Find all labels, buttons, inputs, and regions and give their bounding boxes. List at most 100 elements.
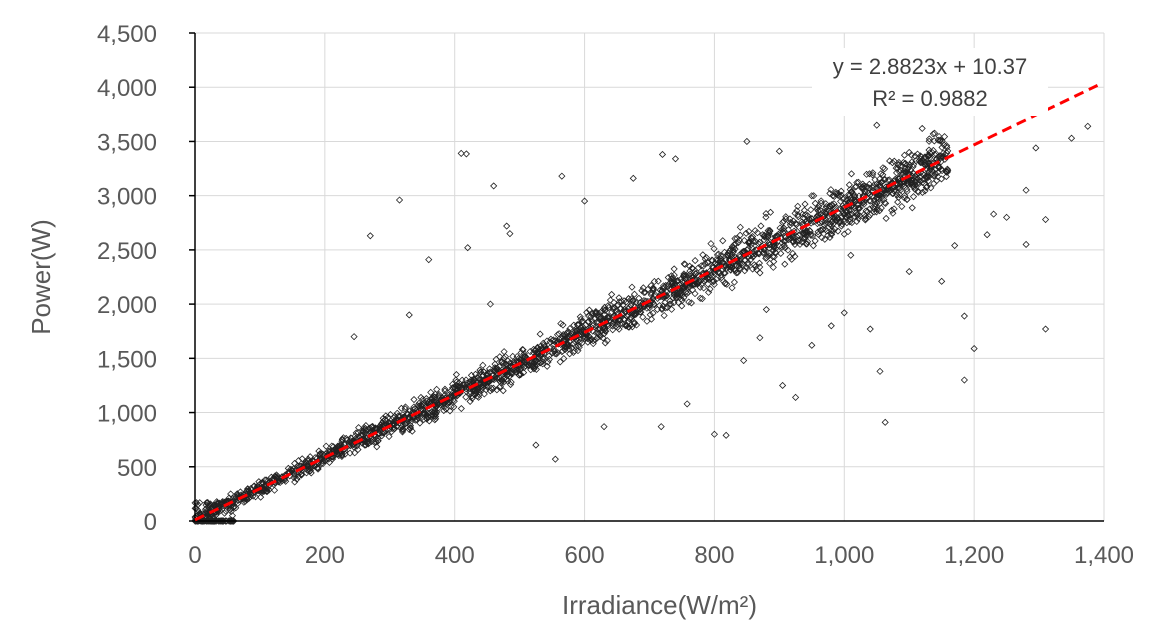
- data-point: [915, 157, 923, 165]
- data-point: [560, 355, 568, 363]
- data-point: [329, 453, 337, 461]
- data-point: [291, 478, 299, 486]
- data-point: [641, 288, 649, 296]
- data-point: [616, 304, 624, 313]
- data-point: [499, 359, 507, 367]
- data-point: [577, 315, 585, 323]
- data-point: [450, 383, 458, 391]
- data-point: [610, 298, 618, 307]
- data-point: [808, 192, 816, 200]
- data-point: [640, 303, 648, 311]
- data-point: [712, 275, 720, 283]
- data-point: [697, 262, 705, 270]
- data-point: [896, 179, 904, 187]
- data-point: [588, 309, 596, 317]
- data-point: [227, 490, 235, 498]
- data-point: [918, 124, 926, 132]
- data-point: [520, 364, 528, 372]
- data-point: [494, 374, 502, 383]
- data-point: [792, 393, 800, 401]
- data-point: [372, 438, 380, 446]
- data-point: [736, 231, 744, 239]
- data-point: [670, 271, 678, 279]
- data-point: [619, 320, 627, 328]
- data-point: [748, 234, 756, 242]
- data-point: [431, 408, 439, 416]
- data-point: [565, 328, 573, 337]
- data-point: [863, 183, 871, 191]
- data-point: [769, 240, 777, 248]
- data-point: [681, 278, 689, 286]
- data-point: [385, 432, 393, 441]
- data-point: [353, 442, 361, 450]
- data-point: [359, 427, 367, 435]
- equation-background: [812, 48, 1048, 116]
- data-point: [517, 371, 525, 379]
- data-point: [930, 172, 938, 180]
- data-point: [886, 157, 894, 165]
- data-point: [471, 390, 479, 399]
- data-point: [794, 211, 802, 219]
- data-point: [788, 255, 796, 263]
- data-point: [393, 409, 401, 417]
- data-point: [196, 509, 204, 517]
- data-point: [601, 339, 609, 347]
- data-point: [934, 136, 942, 144]
- data-point: [921, 187, 929, 195]
- data-point: [401, 405, 409, 413]
- data-point: [588, 310, 596, 318]
- y-tick-label: 1,500: [97, 346, 157, 373]
- data-point: [936, 152, 944, 160]
- data-point: [780, 224, 788, 232]
- data-point: [736, 223, 744, 231]
- data-point: [837, 191, 846, 199]
- data-point: [934, 163, 943, 171]
- data-point: [847, 194, 855, 202]
- data-point: [728, 284, 736, 292]
- data-point: [377, 421, 385, 429]
- y-tick-label: 2,000: [97, 292, 157, 319]
- data-point: [786, 221, 794, 229]
- data-point: [665, 300, 673, 308]
- data-point: [703, 258, 712, 266]
- data-point: [658, 150, 667, 159]
- data-point: [922, 172, 931, 180]
- data-point: [270, 486, 279, 494]
- data-point: [888, 206, 896, 214]
- trendline-equation: y = 2.8823x + 10.37: [833, 54, 1028, 79]
- data-point: [435, 390, 443, 399]
- data-point: [776, 242, 784, 250]
- data-point: [502, 361, 510, 369]
- data-point: [895, 160, 903, 169]
- data-point: [338, 435, 346, 443]
- data-point: [680, 270, 688, 278]
- data-point: [596, 332, 604, 341]
- data-point: [287, 465, 295, 473]
- data-point: [826, 202, 834, 210]
- data-point: [918, 188, 927, 196]
- data-point: [230, 503, 238, 512]
- data-point: [615, 294, 623, 302]
- data-point: [744, 259, 752, 267]
- data-point: [632, 310, 640, 319]
- data-point: [909, 193, 918, 201]
- data-point: [597, 315, 605, 323]
- data-point: [789, 217, 797, 225]
- data-point: [938, 277, 946, 285]
- data-point: [666, 297, 674, 305]
- data-point: [551, 455, 559, 463]
- data-point: [644, 285, 652, 294]
- data-point: [450, 403, 458, 411]
- data-point: [556, 358, 564, 366]
- data-point: [596, 324, 604, 332]
- data-point: [635, 294, 643, 302]
- data-point: [818, 234, 826, 242]
- data-point: [605, 303, 613, 312]
- data-point: [604, 302, 612, 310]
- data-point: [659, 302, 667, 310]
- data-point: [678, 296, 686, 304]
- data-points: [191, 121, 1092, 525]
- data-point: [457, 404, 465, 413]
- data-point: [480, 379, 489, 387]
- y-tick-label: 2,500: [97, 238, 157, 265]
